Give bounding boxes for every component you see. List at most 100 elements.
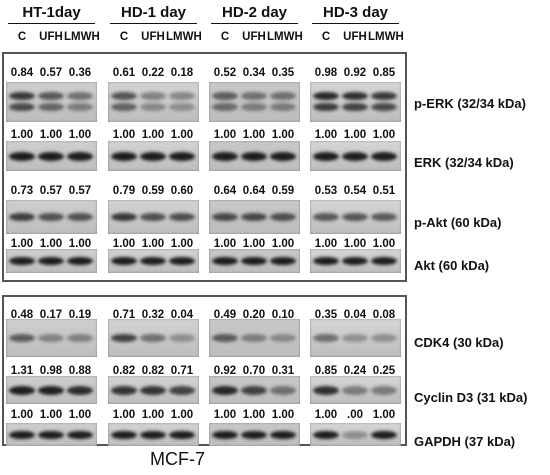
protein-band: [241, 257, 267, 265]
densitometry-value: 1.00: [68, 409, 92, 421]
protein-band: [270, 430, 296, 439]
protein-band: [342, 151, 368, 161]
protein-label: Akt (60 kDa): [414, 258, 490, 273]
protein-band: [270, 385, 296, 395]
lane-label: C: [119, 31, 129, 43]
blot-strip: [310, 423, 401, 446]
densitometry-value: 1.00: [314, 409, 338, 421]
blot-strip: [6, 141, 97, 171]
blot-strip: [108, 200, 199, 234]
blot-strip: [6, 249, 97, 273]
densitometry-value: 0.31: [271, 365, 295, 377]
protein-band: [342, 430, 368, 439]
blot-group-frame-cellcycle: [2, 295, 407, 446]
lane-label: C: [321, 31, 331, 43]
protein-band: [313, 257, 339, 265]
blot-strip: [6, 423, 97, 446]
lane-label: C: [17, 31, 27, 43]
densitometry-value: 1.00: [141, 409, 165, 421]
protein-band: [241, 334, 267, 342]
densitometry-value: 0.60: [170, 185, 194, 197]
protein-band: [67, 151, 93, 161]
densitometry-value: 1.31: [10, 365, 34, 377]
densitometry-value: 0.73: [10, 185, 34, 197]
protein-band: [313, 213, 339, 221]
blot-strip: [209, 82, 300, 122]
densitometry-value: 1.00: [141, 238, 165, 250]
protein-band: [38, 430, 64, 439]
densitometry-value: 1.00: [39, 238, 63, 250]
densitometry-value: 0.57: [68, 185, 92, 197]
protein-band: [111, 213, 137, 221]
densitometry-value: 1.00: [112, 129, 136, 141]
protein-band: [67, 103, 93, 111]
lane-label: UFH: [242, 31, 266, 43]
densitometry-value: 1.00: [10, 238, 34, 250]
protein-band: [9, 103, 35, 111]
protein-band: [212, 92, 238, 100]
densitometry-value: 0.88: [68, 365, 92, 377]
protein-band: [342, 257, 368, 265]
densitometry-value: 1.00: [39, 129, 63, 141]
densitometry-value: 0.61: [112, 67, 136, 79]
protein-band: [169, 151, 195, 161]
lane-label: UFH: [141, 31, 165, 43]
protein-band: [313, 103, 339, 111]
densitometry-value: 1.00: [213, 409, 237, 421]
densitometry-value: 0.85: [314, 365, 338, 377]
blot-strip: [310, 141, 401, 171]
densitometry-value: 1.00: [68, 238, 92, 250]
densitometry-value: 1.00: [242, 409, 266, 421]
densitometry-value: 0.59: [141, 185, 165, 197]
protein-band: [342, 213, 368, 221]
protein-band: [241, 92, 267, 100]
densitometry-value: 1.00: [242, 238, 266, 250]
protein-label: Cyclin D3 (31 kDa): [414, 390, 528, 405]
protein-band: [169, 334, 195, 342]
protein-band: [169, 430, 195, 439]
densitometry-value: 1.00: [314, 238, 338, 250]
protein-band: [371, 385, 397, 395]
lane-label: C: [220, 31, 230, 43]
densitometry-value: 1.00: [372, 238, 396, 250]
blot-strip: [108, 423, 199, 446]
blot-strip: [108, 249, 199, 273]
densitometry-value: 0.24: [343, 365, 367, 377]
protein-band: [241, 213, 267, 221]
protein-band: [241, 385, 267, 395]
protein-band: [212, 151, 238, 161]
protein-band: [371, 151, 397, 161]
protein-band: [313, 430, 339, 439]
densitometry-value: 0.70: [242, 365, 266, 377]
protein-band: [212, 213, 238, 221]
protein-band: [67, 213, 93, 221]
densitometry-value: 0.53: [314, 185, 338, 197]
blot-strip: [209, 423, 300, 446]
protein-band: [371, 334, 397, 342]
protein-band: [313, 92, 339, 100]
protein-band: [169, 92, 195, 100]
densitometry-value: 1.00: [112, 409, 136, 421]
protein-band: [140, 151, 166, 161]
blot-strip: [310, 319, 401, 357]
densitometry-value: 0.20: [242, 309, 266, 321]
densitometry-value: 1.00: [343, 238, 367, 250]
densitometry-value: 0.35: [271, 67, 295, 79]
protein-label: CDK4 (30 kDa): [414, 335, 504, 350]
protein-band: [212, 385, 238, 395]
densitometry-value: 0.17: [39, 309, 63, 321]
densitometry-value: 1.00: [10, 129, 34, 141]
blot-strip: [209, 249, 300, 273]
densitometry-value: 1.00: [112, 238, 136, 250]
densitometry-value: 0.92: [213, 365, 237, 377]
densitometry-value: 0.25: [372, 365, 396, 377]
protein-label: p-Akt (60 kDa): [414, 215, 502, 230]
densitometry-value: 0.35: [314, 309, 338, 321]
blot-strip: [6, 319, 97, 357]
protein-band: [270, 334, 296, 342]
protein-band: [371, 92, 397, 100]
densitometry-value: 0.32: [141, 309, 165, 321]
protein-band: [38, 385, 64, 395]
condition-title: HT-1day: [8, 4, 95, 24]
lane-label: LMWH: [267, 31, 303, 43]
